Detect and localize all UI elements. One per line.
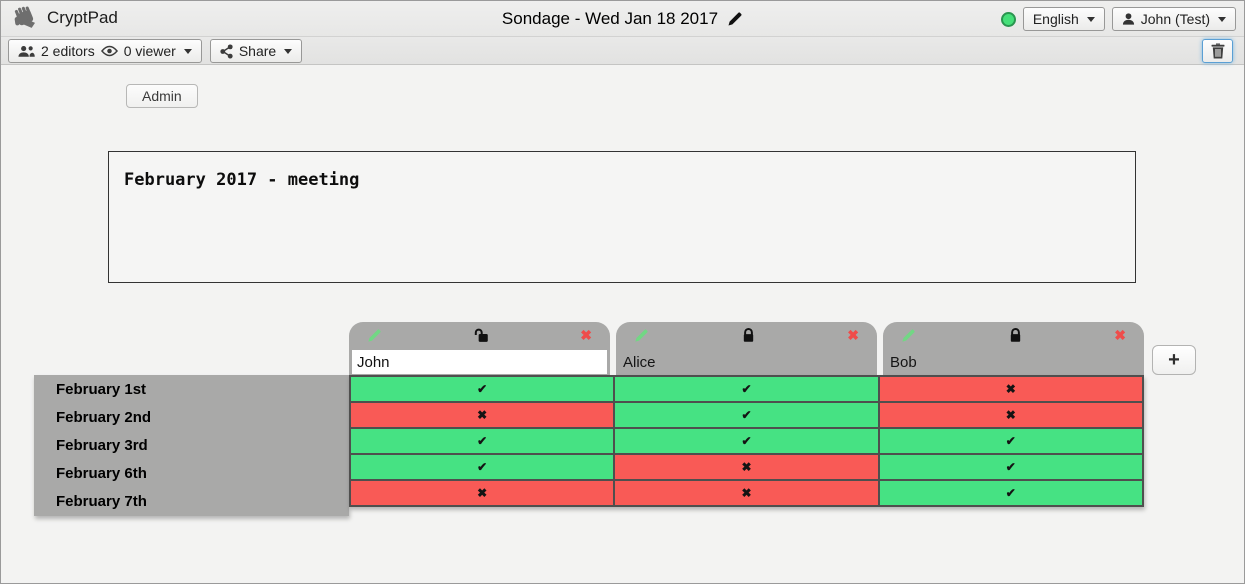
poll-row-labels: February 1st February 2nd February 3rd F…	[34, 375, 349, 516]
table-row: ✔ ✔ ✖	[348, 375, 1145, 403]
column-name-input-john[interactable]	[352, 350, 607, 374]
poll-cell[interactable]: ✔	[877, 453, 1145, 481]
caret-down-icon	[183, 48, 192, 54]
share-icon	[220, 43, 233, 59]
document-title-text: Sondage - Wed Jan 18 2017	[501, 9, 719, 28]
trash-icon	[1211, 43, 1225, 59]
poll-cell[interactable]: ✔	[877, 427, 1145, 455]
remove-column-icon[interactable]: ✖	[847, 327, 859, 343]
table-row: ✖ ✔ ✖	[348, 401, 1145, 429]
poll-cells-table: ✔ ✔ ✖ ✖ ✔ ✖ ✔ ✔ ✔ ✔ ✖ ✔ ✖ ✖ ✔	[348, 375, 1145, 507]
poll-cell[interactable]: ✖	[877, 375, 1145, 403]
lock-icon[interactable]	[741, 327, 756, 343]
table-row: ✔ ✔ ✔	[348, 427, 1145, 455]
eye-icon	[100, 45, 118, 57]
poll-cell[interactable]: ✔	[348, 375, 616, 403]
poll-cell[interactable]: ✖	[348, 479, 616, 507]
table-row: ✔ ✖ ✔	[348, 453, 1145, 481]
cryptpad-fist-logo-icon	[11, 3, 38, 32]
caret-down-icon	[1086, 16, 1095, 22]
poll-cell[interactable]: ✔	[613, 375, 880, 403]
share-button[interactable]: Share	[209, 39, 303, 63]
column-tab-john: ✖	[349, 322, 610, 376]
user-icon	[1122, 12, 1135, 26]
row-label: February 3rd	[56, 437, 148, 454]
users-icon	[18, 45, 35, 58]
poll-cell[interactable]: ✔	[613, 401, 880, 429]
poll-cell[interactable]: ✔	[613, 427, 880, 455]
unlock-icon[interactable]	[472, 327, 491, 343]
editors-count-label: 2 editors	[41, 43, 95, 59]
brand: CryptPad	[11, 3, 118, 32]
trash-button[interactable]	[1202, 39, 1233, 63]
edit-column-pencil-icon[interactable]	[367, 328, 382, 343]
column-tab-alice: ✖ Alice	[616, 322, 877, 376]
caret-down-icon	[284, 48, 293, 54]
user-name-label: John (Test)	[1140, 11, 1210, 27]
top-toolbar: CryptPad Sondage - Wed Jan 18 2017 Engli…	[1, 1, 1244, 37]
poll-cell[interactable]: ✔	[348, 453, 616, 481]
poll-cell[interactable]: ✖	[348, 401, 616, 429]
row-label: February 7th	[56, 493, 147, 511]
admin-button[interactable]: Admin	[126, 84, 198, 108]
edit-column-pencil-icon[interactable]	[634, 328, 649, 343]
language-select-button[interactable]: English	[1022, 7, 1105, 31]
remove-column-icon[interactable]: ✖	[1114, 327, 1126, 343]
column-name-bob: Bob	[890, 353, 917, 371]
poll-cell[interactable]: ✔	[348, 427, 616, 455]
poll-cell[interactable]: ✖	[613, 479, 880, 507]
table-row: ✖ ✖ ✔	[348, 479, 1145, 507]
editors-viewers-dropdown[interactable]: 2 editors 0 viewer	[8, 39, 202, 63]
column-name-alice: Alice	[623, 353, 656, 371]
add-column-button[interactable]: +	[1152, 345, 1196, 375]
poll-cell[interactable]: ✖	[877, 401, 1145, 429]
viewers-count-label: 0 viewer	[123, 43, 176, 59]
column-tab-bob: ✖ Bob	[883, 322, 1144, 376]
caret-down-icon	[1218, 16, 1226, 22]
topbar-right-cluster: English John (Test)	[1000, 1, 1236, 37]
document-title: Sondage - Wed Jan 18 2017	[1, 1, 1244, 37]
user-menu-button[interactable]: John (Test)	[1111, 7, 1236, 31]
share-label: Share	[238, 43, 277, 59]
remove-column-icon[interactable]: ✖	[580, 327, 592, 343]
poll-column-tabs: ✖ ✖	[349, 322, 1144, 376]
collaboration-toolbar: 2 editors 0 viewer	[1, 37, 1244, 65]
row-label: February 1st	[56, 380, 147, 398]
brand-name: CryptPad	[47, 7, 118, 27]
row-label: February 2nd	[56, 408, 152, 426]
row-label: February 6th	[56, 465, 147, 483]
edit-title-pencil-icon[interactable]	[727, 11, 743, 27]
connection-status-dot	[1000, 11, 1016, 27]
poll-cell[interactable]: ✔	[877, 479, 1145, 507]
poll-cell[interactable]: ✖	[613, 453, 880, 481]
language-label: English	[1032, 11, 1079, 27]
poll-description-textarea[interactable]: February 2017 - meeting	[108, 151, 1136, 283]
edit-column-pencil-icon[interactable]	[901, 328, 916, 343]
lock-icon[interactable]	[1008, 327, 1023, 343]
